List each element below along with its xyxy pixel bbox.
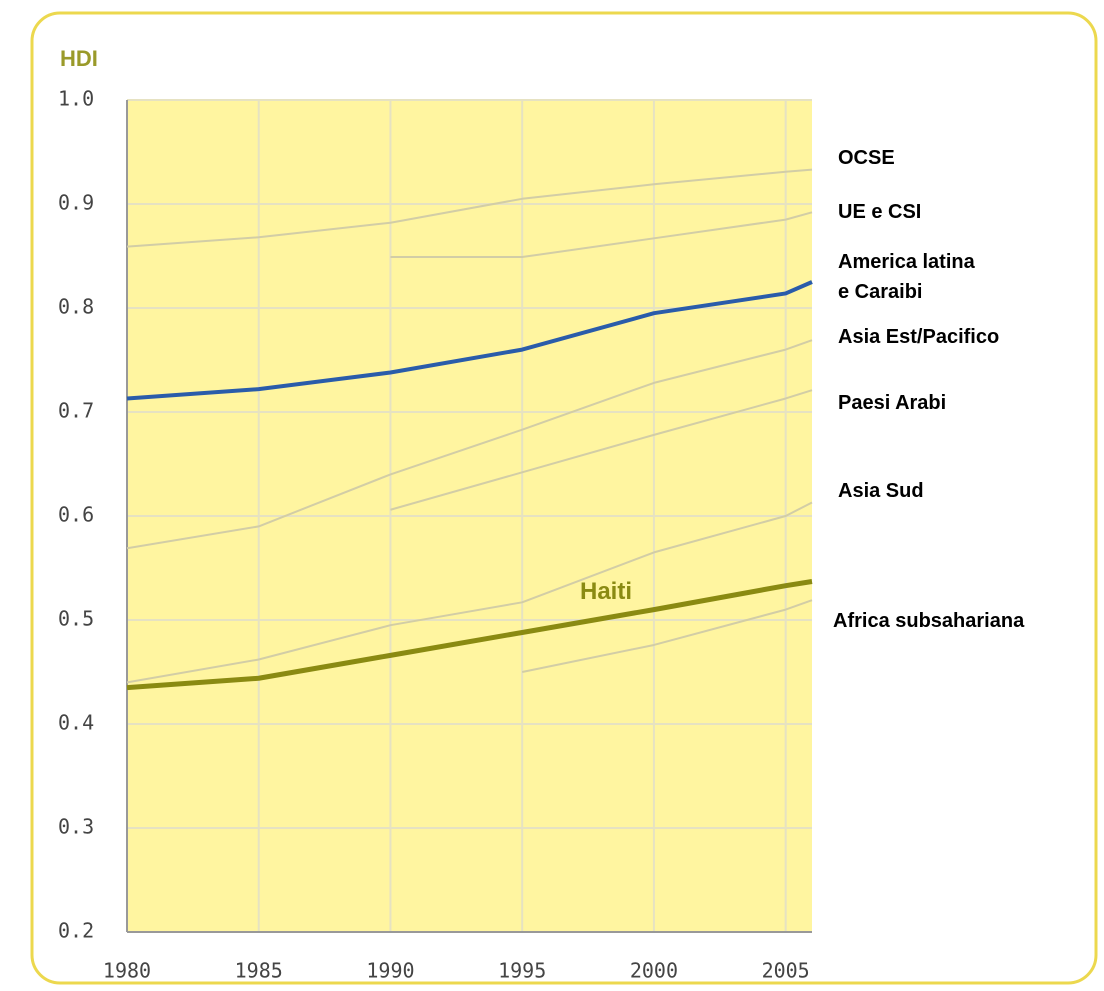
x-tick-label: 2005 bbox=[762, 959, 810, 983]
series-label: OCSE bbox=[838, 147, 895, 169]
series-line bbox=[126, 339, 813, 550]
y-tick-label: 0.7 bbox=[58, 399, 94, 423]
series-line bbox=[126, 280, 813, 401]
y-tick-label: 0.8 bbox=[58, 295, 94, 319]
y-tick-label: 0.4 bbox=[58, 711, 94, 735]
x-tick-label: 1985 bbox=[235, 959, 283, 983]
series-label: Africa subsahariana bbox=[833, 610, 1025, 632]
y-tick-label: 0.9 bbox=[58, 191, 94, 215]
series-line bbox=[390, 211, 813, 259]
x-tick-label: 1980 bbox=[103, 959, 151, 983]
y-axis-label: HDI bbox=[60, 46, 98, 71]
series-label: UE e CSI bbox=[838, 201, 922, 223]
y-tick-label: 0.2 bbox=[58, 919, 94, 943]
series-label: Asia Sud bbox=[838, 480, 924, 502]
series-label: Asia Est/Pacifico bbox=[838, 326, 1000, 348]
series-line bbox=[126, 168, 813, 248]
y-tick-label: 0.6 bbox=[58, 503, 94, 527]
x-tick-label: 2000 bbox=[630, 959, 678, 983]
x-tick-label: 1995 bbox=[498, 959, 546, 983]
series-label: Haiti bbox=[580, 578, 633, 605]
series-line bbox=[521, 599, 813, 673]
x-tick-label: 1990 bbox=[366, 959, 414, 983]
y-tick-label: 1.0 bbox=[58, 87, 94, 111]
y-tick-label: 0.3 bbox=[58, 815, 94, 839]
y-tick-label: 0.5 bbox=[58, 607, 94, 631]
series-label: Paesi Arabi bbox=[838, 392, 947, 414]
series-line bbox=[126, 501, 813, 684]
series-line bbox=[126, 579, 813, 691]
series-label: America latina e Caraibi bbox=[838, 251, 975, 303]
series-line bbox=[390, 389, 813, 511]
